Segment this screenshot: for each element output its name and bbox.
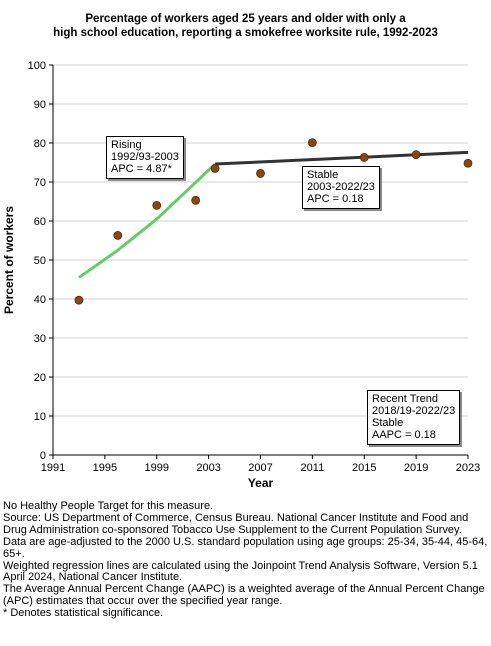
y-axis-title: Percent of workers	[2, 206, 16, 314]
data-point-6	[256, 169, 265, 178]
y-tick-label-80: 80	[34, 138, 46, 150]
annotation-rising-line-1: Rising	[111, 139, 142, 151]
y-tick-label-20: 20	[34, 372, 46, 384]
footnotes: No Healthy People Target for this measur…	[3, 500, 489, 620]
data-point-5	[210, 163, 220, 173]
data-point-9	[411, 150, 421, 160]
y-tick-label-40: 40	[34, 294, 46, 306]
chart-title-line-1: Percentage of workers aged 25 years and …	[85, 13, 406, 25]
footnote-regression: Weighted regression lines are calculated…	[3, 559, 478, 584]
annotation-recent-line-2: 2018/19-2022/23	[372, 405, 456, 417]
y-tick-label-30: 30	[34, 333, 46, 345]
annotation-recent-line-3: Stable	[372, 417, 404, 429]
footnote-age-adjustment: Data are age-adjusted to the 2000 U.S. s…	[3, 535, 488, 560]
x-tick-label-2015: 2015	[352, 462, 376, 474]
annotation-rising-line-3: APC = 4.87*	[111, 163, 172, 175]
footnote-aapc: The Average Annual Percent Change (AAPC)…	[3, 583, 485, 608]
annotation-stable: Stable 2003-2022/23 APC = 0.18	[302, 166, 380, 209]
data-point-2	[113, 231, 123, 240]
annotation-recent-line-1: Recent Trend	[372, 393, 439, 405]
y-tick-label-50: 50	[34, 255, 46, 267]
x-tick-label-1995: 1995	[93, 462, 117, 474]
x-tick-label-1991: 1991	[41, 462, 65, 474]
annotation-stable-line-1: Stable	[307, 169, 339, 181]
footnote-target: No Healthy People Target for this measur…	[3, 500, 214, 512]
footnote-source: Source: US Department of Commerce, Censu…	[3, 511, 469, 536]
data-point-8	[359, 153, 369, 162]
data-point-1	[74, 295, 84, 305]
data-point-7	[307, 138, 317, 148]
annotation-rising: Rising 1992/93-2003 APC = 4.87*	[106, 136, 184, 179]
trend-line-2	[215, 150, 469, 166]
data-point-10	[463, 158, 473, 168]
annotation-stable-line-3: APC = 0.18	[307, 193, 364, 205]
footnote-significance: * Denotes statistical significance.	[3, 607, 164, 620]
chart-title: Percentage of workers aged 25 years and …	[0, 12, 491, 40]
chart-title-line-2: high school education, reporting a smoke…	[53, 27, 438, 39]
annotation-rising-line-2: 1992/93-2003	[111, 151, 179, 163]
y-tick-label-90: 90	[34, 99, 46, 111]
trend-line-1	[78, 162, 217, 279]
y-tick-label-100: 100	[28, 60, 46, 72]
x-tick-label-2003: 2003	[196, 462, 220, 474]
x-tick-label-1999: 1999	[145, 462, 169, 474]
y-tick-label-0: 0	[40, 450, 46, 462]
data-point-4	[191, 195, 201, 205]
y-tick-label-10: 10	[34, 411, 46, 423]
annotation-recent-trend: Recent Trend 2018/19-2022/23 Stable AAPC…	[367, 390, 461, 445]
x-tick-label-2019: 2019	[404, 462, 428, 474]
x-tick-label-2011: 2011	[301, 462, 325, 474]
annotation-recent-line-4: AAPC = 0.18	[372, 429, 436, 441]
plot-area: 0 10 20 30 40 50 60 70 80 90 100 1991 1995 1999 2003 20…	[2, 60, 480, 490]
annotation-stable-line-2: 2003-2022/23	[307, 181, 375, 193]
x-tick-label-2023: 2023	[456, 462, 480, 474]
y-tick-label-60: 60	[34, 216, 46, 228]
data-point-3	[152, 200, 162, 210]
x-tick-label-2007: 2007	[248, 462, 272, 474]
x-axis-title: Year	[248, 476, 274, 490]
y-tick-label-70: 70	[34, 177, 46, 189]
